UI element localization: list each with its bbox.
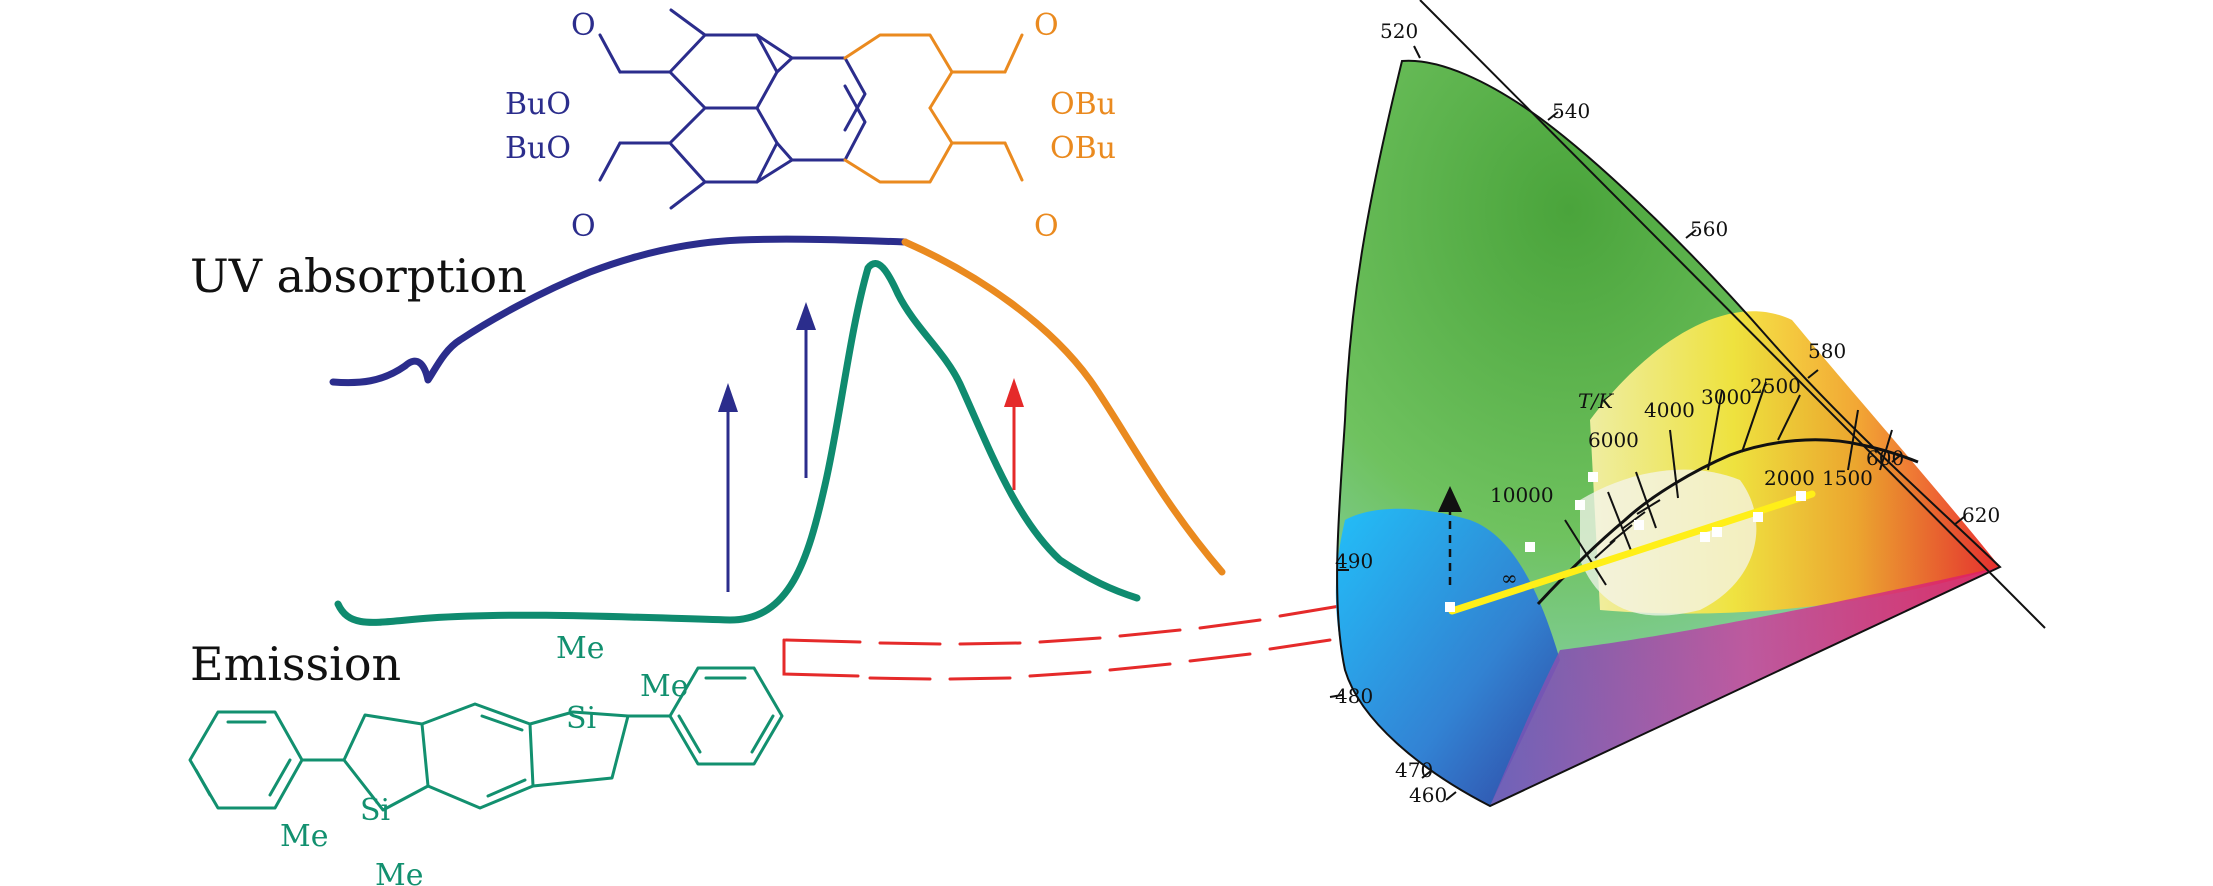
silole-structure <box>188 666 784 812</box>
cie-spectral-locus <box>1336 59 2002 808</box>
cie-wavelength-ticks <box>1329 45 1965 801</box>
cie-connector-arrow <box>782 575 1414 681</box>
isotemperature-lines <box>1564 381 1893 586</box>
excitation-arrow-blue-1-head <box>718 383 738 412</box>
silole-si-top: Si <box>566 701 596 736</box>
perylene-left-top-o: O <box>571 8 596 43</box>
cie-upper-diagonal <box>1419 0 2046 629</box>
perylene-left-bottom-o: O <box>571 209 596 244</box>
cie-wavelength-labels: 520 540 560 580 600 620 490 480 470 460 <box>1335 19 2000 807</box>
silole-me-bottom-left: Me <box>280 819 328 854</box>
temperature-3000: 3000 <box>1701 385 1752 409</box>
excitation-arrow-blue-2-head <box>796 302 816 330</box>
absorption-emission-panel: UV absorption Emission <box>190 235 1226 691</box>
temperature-1500: 1500 <box>1822 466 1873 490</box>
uv-absorption-curve-orange <box>901 238 1226 576</box>
wavelength-540: 540 <box>1552 99 1590 123</box>
wavelength-560: 560 <box>1690 217 1728 241</box>
perylene-left-lower-ester: BuO <box>505 131 571 166</box>
uv-absorption-label: UV absorption <box>190 249 527 303</box>
uv-absorption-curve-blue <box>329 235 909 387</box>
cie-yellow-trajectory <box>1448 490 1816 615</box>
cie-dashed-up-arrow-head <box>1438 486 1462 512</box>
wavelength-520: 520 <box>1380 19 1418 43</box>
cie-blue-region <box>1335 508 1560 806</box>
perylene-right-lower-ester: OBu <box>1050 131 1116 166</box>
perylene-structure: O BuO BuO O O OBu OBu O <box>505 8 1116 244</box>
silole-labels: Me Me Si Si Me Me <box>280 631 688 886</box>
temperature-4000: 4000 <box>1644 398 1695 422</box>
perylene-right-bottom-o: O <box>1034 209 1059 244</box>
perylene-right-top-o: O <box>1034 8 1059 43</box>
excitation-arrow-red-head <box>1004 378 1024 407</box>
wavelength-490: 490 <box>1335 549 1373 573</box>
temperature-2500: 2500 <box>1750 374 1801 398</box>
cie-measurement-points <box>1445 472 1806 612</box>
wavelength-580: 580 <box>1808 339 1846 363</box>
planckian-locus <box>1536 438 1919 606</box>
wavelength-620: 620 <box>1962 503 2000 527</box>
temperature-10000: 10000 <box>1490 483 1554 507</box>
wavelength-480: 480 <box>1335 684 1373 708</box>
temperature-infinity: ∞ <box>1501 566 1518 590</box>
temperature-2000: 2000 <box>1764 466 1815 490</box>
temperature-axis-label: T/K <box>1578 389 1614 413</box>
silole-si-bottom: Si <box>360 793 390 828</box>
silole-me-top: Me <box>556 631 604 666</box>
perylene-left-upper-ester: BuO <box>505 87 571 122</box>
wavelength-460: 460 <box>1409 783 1447 807</box>
emission-label: Emission <box>190 637 401 691</box>
cie-chromaticity-diagram: 520 540 560 580 600 620 490 480 470 460 <box>1329 0 2046 808</box>
wavelength-470: 470 <box>1395 758 1433 782</box>
silole-me-bottom: Me <box>375 858 423 886</box>
silole-me-top-right: Me <box>640 669 688 704</box>
temperature-6000: 6000 <box>1588 428 1639 452</box>
emission-curve <box>334 260 1141 626</box>
perylene-right-upper-ester: OBu <box>1050 87 1116 122</box>
